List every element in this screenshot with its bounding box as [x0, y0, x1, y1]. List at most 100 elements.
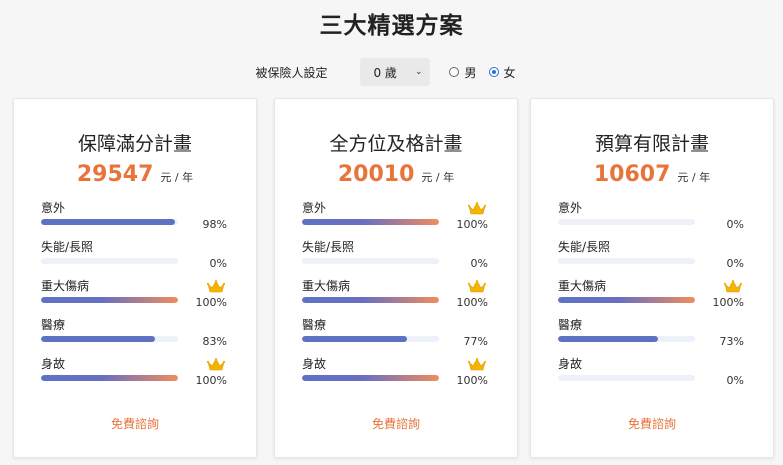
plan-title: 保障滿分計畫 — [77, 133, 192, 155]
coverage-bar-fill — [302, 375, 439, 381]
coverage-bar-fill — [558, 297, 695, 303]
coverage-percent: 73% — [719, 335, 744, 348]
coverage-bar-fill — [302, 297, 439, 303]
chevron-down-icon: ⌄ — [414, 67, 423, 77]
coverage-percent: 77% — [463, 335, 488, 348]
free-consultation-link[interactable]: 免費諮詢 — [371, 417, 420, 431]
coverage-bar-fill — [41, 375, 178, 381]
free-consultation-link[interactable]: 免費諮詢 — [627, 417, 676, 431]
coverage-label: 身故 — [41, 357, 66, 371]
coverage-percent: 83% — [202, 335, 227, 348]
crown-icon — [723, 278, 743, 293]
plan-card: 全方位及格計畫 20010 元 / 年 意外 100% 失能/長照 0% 重大傷… — [274, 98, 518, 458]
gender-radio-female[interactable]: 女 — [488, 64, 516, 81]
age-select[interactable]: 0 歲 ⌄ — [360, 58, 431, 86]
coverage-bar — [302, 219, 439, 225]
price-unit: 元 / 年 — [160, 171, 194, 184]
coverage-percent: 0% — [470, 257, 488, 270]
crown-icon — [467, 200, 487, 215]
coverage-percent: 0% — [726, 374, 744, 387]
coverage-bar — [41, 336, 178, 342]
coverage-percent: 100% — [195, 374, 227, 387]
coverage-label: 醫療 — [302, 318, 327, 332]
coverage-bar — [302, 375, 439, 381]
coverage-bar — [302, 336, 439, 342]
free-consultation-link[interactable]: 免費諮詢 — [110, 417, 159, 431]
coverage-label: 重大傷病 — [41, 279, 90, 293]
crown-icon — [206, 278, 226, 293]
coverage-label: 失能/長照 — [41, 240, 94, 254]
coverage-percent: 100% — [456, 374, 488, 387]
plan-price: 29547 元 / 年 — [14, 162, 256, 187]
coverage-label: 重大傷病 — [302, 279, 351, 293]
coverage-percent: 100% — [456, 218, 488, 231]
coverage-label: 失能/長照 — [302, 240, 355, 254]
coverage-label: 失能/長照 — [558, 240, 611, 254]
gender-female-label: 女 — [503, 65, 516, 80]
coverage-percent: 0% — [726, 218, 744, 231]
coverage-row: 重大傷病 100% — [558, 277, 758, 313]
coverage-row: 重大傷病 100% — [41, 277, 241, 313]
coverage-row: 意外 98% — [41, 199, 241, 235]
coverage-bar — [41, 258, 178, 264]
coverage-bar — [302, 258, 439, 264]
plan-card: 預算有限計畫 10607 元 / 年 意外 0% 失能/長照 0% 重大傷病 — [530, 98, 774, 458]
coverage-percent: 98% — [202, 218, 227, 231]
coverage-bar — [558, 297, 695, 303]
age-select-value: 0 歲 — [373, 65, 397, 80]
crown-icon — [206, 356, 226, 371]
coverage-row: 重大傷病 100% — [302, 277, 502, 313]
coverage-bar-fill — [558, 336, 658, 342]
coverage-bar — [302, 297, 439, 303]
coverage-percent: 100% — [195, 296, 227, 309]
plan-price: 20010 元 / 年 — [275, 162, 517, 187]
coverage-bar-fill — [41, 297, 178, 303]
coverage-bar — [41, 375, 178, 381]
insured-settings-label: 被保險人設定 — [255, 65, 328, 80]
coverage-bar-fill — [41, 336, 155, 342]
coverage-row: 失能/長照 0% — [558, 238, 758, 274]
coverage-percent: 0% — [209, 257, 227, 270]
coverage-label: 醫療 — [41, 318, 66, 332]
coverage-bar-fill — [302, 336, 408, 342]
coverage-row: 醫療 73% — [558, 316, 758, 352]
coverage-bar — [558, 336, 695, 342]
coverage-bar-fill — [302, 219, 439, 225]
price-amount: 10607 — [593, 162, 671, 187]
coverage-percent: 100% — [456, 296, 488, 309]
gender-radio-male[interactable]: 男 — [449, 64, 477, 81]
coverage-label: 重大傷病 — [558, 279, 607, 293]
page-title: 三大精選方案 — [319, 13, 464, 39]
coverage-bar — [558, 258, 695, 264]
coverage-label: 意外 — [558, 201, 583, 215]
price-amount: 29547 — [76, 162, 154, 187]
price-unit: 元 / 年 — [677, 171, 711, 184]
coverage-row: 失能/長照 0% — [41, 238, 241, 274]
coverage-label: 意外 — [41, 201, 66, 215]
coverage-bar — [41, 219, 178, 225]
coverage-bar-fill — [41, 219, 176, 225]
coverage-row: 身故 100% — [302, 355, 502, 391]
crown-icon — [467, 356, 487, 371]
plan-title: 全方位及格計畫 — [329, 133, 463, 155]
coverage-row: 醫療 83% — [41, 316, 241, 352]
coverage-label: 身故 — [302, 357, 327, 371]
crown-icon — [467, 278, 487, 293]
coverage-row: 醫療 77% — [302, 316, 502, 352]
coverage-label: 醫療 — [558, 318, 583, 332]
plan-card: 保障滿分計畫 29547 元 / 年 意外 98% 失能/長照 0% 重大傷病 — [13, 98, 257, 458]
coverage-label: 意外 — [302, 201, 327, 215]
coverage-percent: 100% — [712, 296, 744, 309]
plan-price: 10607 元 / 年 — [531, 162, 773, 187]
radio-female-circle[interactable] — [488, 67, 499, 77]
coverage-row: 意外 0% — [558, 199, 758, 235]
radio-male-circle[interactable] — [449, 67, 460, 77]
coverage-row: 失能/長照 0% — [302, 238, 502, 274]
price-amount: 20010 — [337, 162, 415, 187]
insured-settings: 被保險人設定 0 歲 ⌄ 男 女 — [0, 58, 783, 86]
coverage-bar — [558, 375, 695, 381]
gender-male-label: 男 — [464, 65, 477, 80]
coverage-bar — [41, 297, 178, 303]
coverage-label: 身故 — [558, 357, 583, 371]
coverage-row: 身故 0% — [558, 355, 758, 391]
